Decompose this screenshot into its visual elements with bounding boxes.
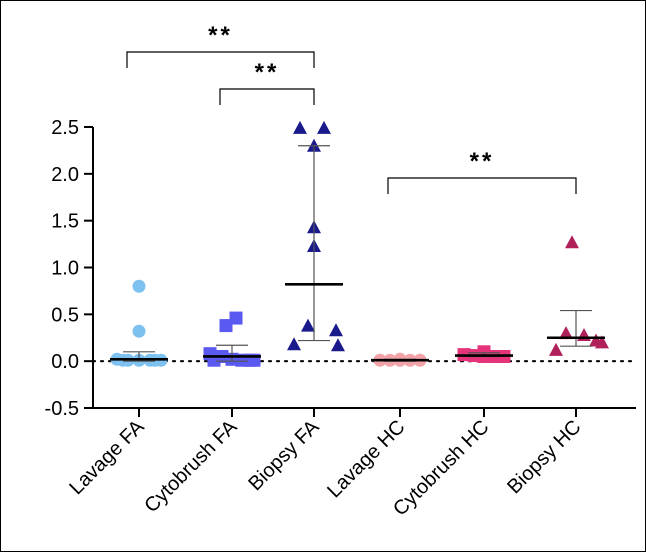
- x-tick-label: Lavage FA: [65, 416, 149, 500]
- significance-label: **: [470, 148, 495, 175]
- x-tick-label: Lavage HC: [323, 416, 409, 502]
- biopsy-fa-data-point: [293, 120, 307, 134]
- biopsy-fa-data-point: [329, 323, 343, 337]
- significance-bracket: [219, 88, 315, 105]
- biopsy-hc-data-point: [595, 335, 609, 349]
- y-tick-label: 1.5: [51, 211, 79, 233]
- y-tick-label: -0.5: [45, 398, 79, 420]
- biopsy-fa-data-point: [301, 318, 315, 332]
- biopsy-fa-data-point: [331, 338, 345, 352]
- significance-label: **: [255, 59, 280, 86]
- y-tick-label: 0.5: [51, 304, 79, 326]
- significance-label: **: [208, 22, 233, 49]
- y-tick-label: 0.0: [51, 351, 79, 373]
- y-tick-label: 1.0: [51, 258, 79, 280]
- biopsy-fa-data-point: [317, 120, 331, 134]
- cytobrush-fa-data-point: [229, 311, 243, 325]
- x-tick-label: Biopsy HC: [503, 416, 585, 498]
- y-tick-label: 2.0: [51, 164, 79, 186]
- biopsy-fa-data-point: [287, 337, 301, 351]
- biopsy-hc-data-point: [559, 326, 573, 340]
- biopsy-hc-data-point: [565, 235, 579, 249]
- x-tick-label: Biopsy FA: [244, 416, 324, 496]
- lavage-fa-data-point: [132, 324, 146, 338]
- significance-bracket: [126, 51, 315, 68]
- cytobrush-fa-data-point: [219, 319, 233, 333]
- biopsy-hc-data-point: [549, 342, 563, 356]
- y-tick-label: 2.5: [51, 117, 79, 139]
- significance-bracket: [387, 177, 577, 194]
- lavage-fa-data-point: [132, 279, 146, 293]
- x-tick-label: Cytobrush FA: [140, 416, 242, 518]
